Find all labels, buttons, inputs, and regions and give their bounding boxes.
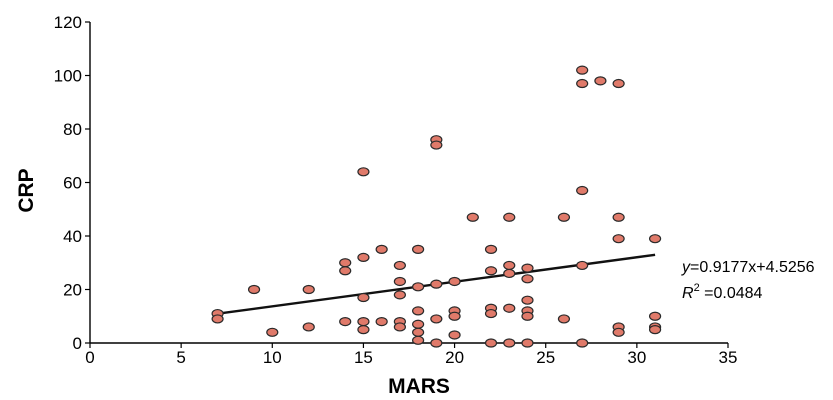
- data-point: [412, 306, 425, 316]
- x-axis-label: MARS: [388, 375, 450, 398]
- data-point: [612, 327, 625, 337]
- data-point: [266, 327, 279, 337]
- data-point: [503, 268, 516, 279]
- data-point: [339, 258, 352, 268]
- y-tick-label: 80: [63, 120, 82, 139]
- data-point: [339, 266, 352, 276]
- data-point: [557, 314, 571, 324]
- data-point: [412, 327, 425, 337]
- data-point: [576, 338, 589, 348]
- x-tick-label: 10: [263, 348, 282, 367]
- data-point: [357, 325, 370, 335]
- data-point: [503, 260, 516, 271]
- data-point: [211, 314, 224, 324]
- data-point: [612, 234, 625, 244]
- data-point: [339, 317, 352, 327]
- data-point: [412, 335, 425, 345]
- data-point: [484, 338, 498, 348]
- x-tick-label: 0: [85, 348, 94, 367]
- data-point: [521, 338, 534, 348]
- data-point: [375, 317, 388, 327]
- chart-axes: [89, 22, 728, 344]
- data-points: [211, 65, 662, 348]
- data-point: [448, 276, 461, 287]
- data-point: [357, 252, 370, 262]
- data-point: [594, 76, 607, 86]
- y-axis-ticks: 0 20 40 60 80 100 120: [54, 13, 90, 353]
- data-point: [430, 279, 443, 289]
- data-point: [576, 65, 589, 75]
- data-point: [576, 78, 589, 89]
- x-tick-label: 25: [536, 348, 555, 367]
- data-point: [393, 260, 406, 271]
- data-point: [357, 317, 370, 327]
- data-point: [503, 212, 516, 222]
- data-point: [357, 292, 370, 303]
- data-point: [648, 325, 662, 335]
- x-tick-label: 5: [176, 348, 185, 367]
- y-axis-label: CRP: [15, 168, 38, 212]
- data-point: [430, 338, 443, 348]
- data-point: [247, 284, 261, 295]
- data-point: [521, 311, 534, 321]
- data-point: [612, 212, 625, 222]
- data-point: [576, 185, 589, 196]
- data-point: [430, 140, 443, 150]
- x-tick-label: 35: [719, 348, 738, 367]
- y-tick-label: 120: [54, 13, 82, 32]
- r-squared-annotation: R2 =0.0484: [682, 282, 763, 302]
- data-point: [466, 212, 479, 222]
- equation-annotation: y=0.9177x+4.5256: [681, 259, 815, 276]
- data-point: [375, 244, 388, 254]
- data-point: [302, 322, 315, 332]
- data-point: [393, 276, 406, 287]
- x-tick-label: 20: [445, 348, 464, 367]
- data-point: [503, 338, 516, 348]
- data-point: [393, 322, 406, 332]
- data-point: [503, 303, 516, 313]
- data-point: [648, 234, 662, 244]
- y-tick-label: 60: [63, 174, 82, 193]
- data-point: [521, 263, 534, 273]
- y-tick-label: 0: [73, 334, 82, 353]
- x-tick-label: 15: [354, 348, 373, 367]
- data-point: [412, 282, 425, 292]
- data-point: [430, 314, 443, 324]
- y-tick-label: 20: [63, 281, 82, 300]
- y-tick-label: 100: [54, 67, 82, 86]
- data-point: [412, 319, 425, 329]
- x-tick-label: 30: [627, 348, 646, 367]
- data-point: [357, 167, 370, 177]
- data-point: [612, 78, 625, 89]
- data-point: [521, 295, 534, 305]
- data-point: [484, 266, 498, 276]
- data-point: [484, 308, 498, 319]
- data-point: [393, 290, 406, 300]
- data-point: [484, 244, 498, 254]
- data-point: [448, 311, 461, 321]
- y-tick-label: 40: [63, 227, 82, 246]
- data-point: [648, 311, 662, 321]
- data-point: [302, 284, 315, 295]
- data-point: [557, 212, 571, 222]
- data-point: [412, 244, 425, 254]
- data-point: [521, 274, 534, 284]
- x-axis-ticks: 0 5 10 15 20 25 30 35: [85, 343, 737, 367]
- data-point: [576, 260, 589, 271]
- data-point: [448, 330, 461, 340]
